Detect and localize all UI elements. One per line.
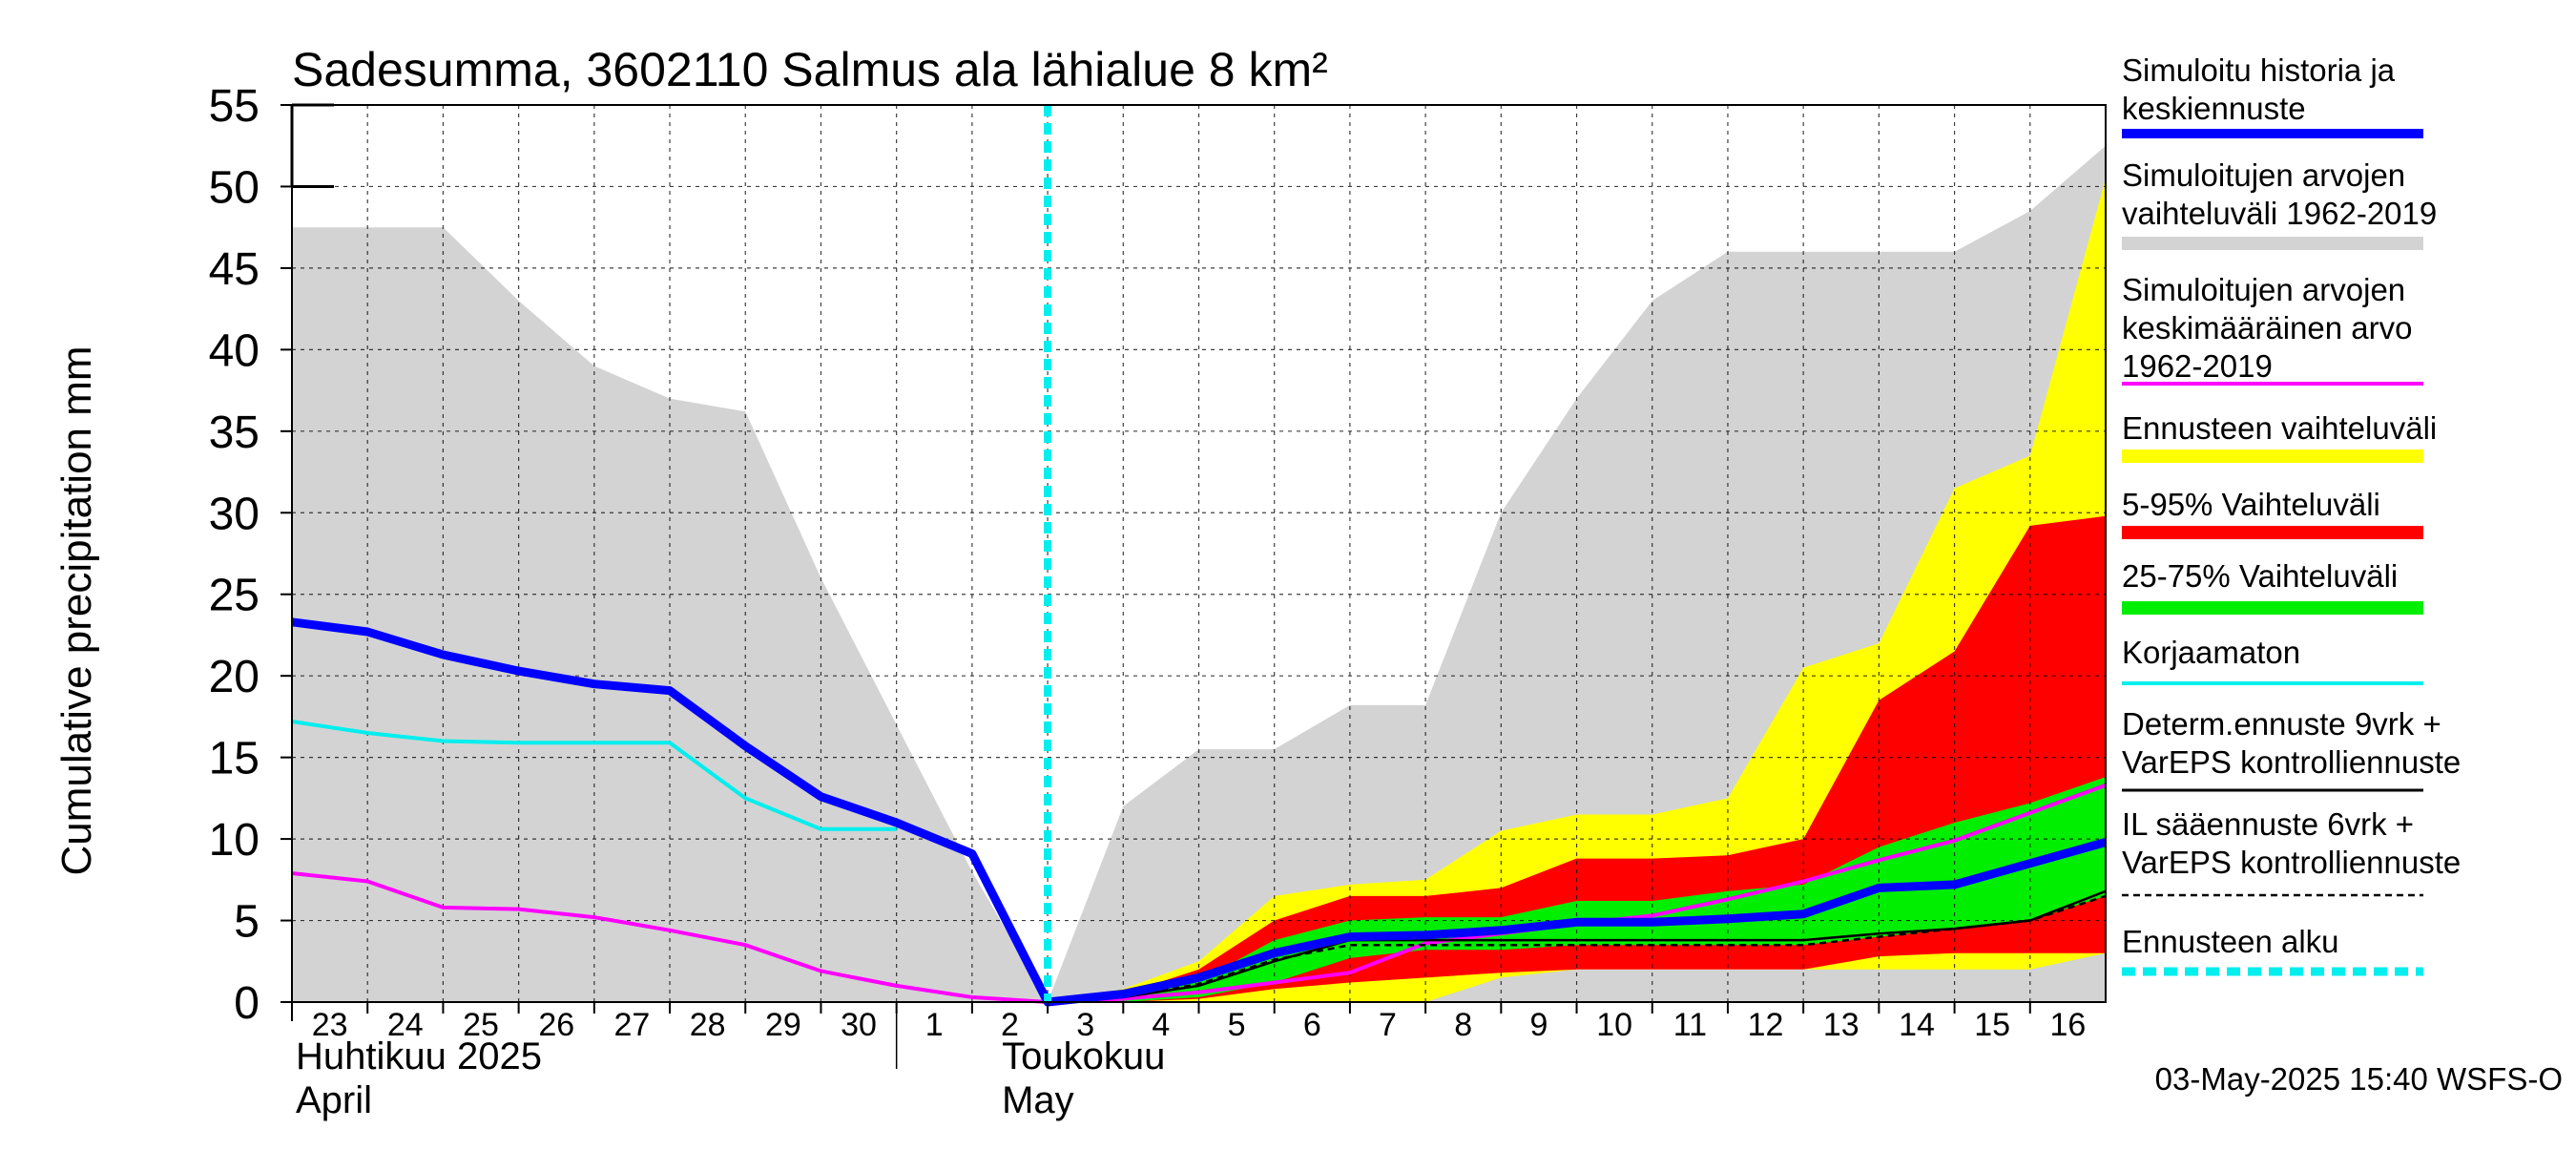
x-tick-label: 30 — [841, 1007, 877, 1043]
x-tick-label: 9 — [1529, 1007, 1548, 1043]
legend-label: Ennusteen alku — [2122, 924, 2339, 959]
korjaamaton-line — [291, 720, 897, 831]
legend-label: Simuloitujen arvojen — [2122, 272, 2405, 307]
x-tick-label: 29 — [765, 1007, 801, 1043]
determ-forecast-line — [1048, 889, 2107, 1004]
timestamp: 03-May-2025 15:40 WSFS-O — [2155, 1061, 2563, 1097]
month-label-fi: Toukokuu — [1002, 1035, 1165, 1077]
legend-item: 25-75% Vaihteluväli — [2122, 558, 2423, 615]
y-tick-label: 10 — [209, 815, 260, 866]
x-tick-label: 4 — [1152, 1007, 1170, 1043]
x-tick-label: 11 — [1673, 1007, 1707, 1043]
x-tick-label: 12 — [1748, 1007, 1784, 1043]
legend-item: Ennusteen vaihteluväli — [2122, 410, 2437, 463]
x-tick-label: 3 — [1076, 1007, 1094, 1043]
legend-label: 1962-2019 — [2122, 348, 2273, 384]
x-tick-label: 14 — [1899, 1007, 1935, 1043]
legend-item: IL sääennuste 6vrk + VarEPS kontrollienn… — [2122, 806, 2461, 897]
chart-title: Sadesumma, 3602110 Salmus ala lähialue 8… — [292, 43, 1328, 96]
y-tick-label: 45 — [209, 244, 260, 295]
x-tick-label: 23 — [312, 1007, 348, 1043]
y-tick-label: 25 — [209, 571, 260, 621]
x-tick-label: 6 — [1303, 1007, 1321, 1043]
x-tick-label: 7 — [1379, 1007, 1397, 1043]
legend-label: 25-75% Vaihteluväli — [2122, 558, 2398, 594]
y-tick-label: 55 — [209, 81, 260, 132]
mean-line — [291, 783, 2107, 1005]
legend-label: Simuloitujen arvojen — [2122, 157, 2405, 193]
legend: Simuloitu historia jakeskiennusteSimuloi… — [2122, 52, 2461, 976]
x-axis: 23 24 25 26 27 28 29 30 1 2 3 4 5 6 7 8 9 10 11 12 13 14 15 16H… — [291, 1002, 2086, 1121]
legend-item: Determ.ennuste 9vrk +VarEPS kontrollienn… — [2122, 706, 2461, 792]
x-tick-label: 10 — [1596, 1007, 1632, 1043]
x-tick-label: 27 — [614, 1007, 651, 1043]
x-tick-label: 28 — [690, 1007, 726, 1043]
legend-label: 5-95% Vaihteluväli — [2122, 487, 2380, 522]
legend-label: VarEPS kontrolliennuste — [2122, 744, 2461, 780]
x-tick-label: 25 — [463, 1007, 499, 1043]
y-tick-label: 35 — [209, 408, 260, 458]
y-tick-label: 5 — [234, 897, 260, 948]
month-label-en: April — [296, 1079, 372, 1121]
legend-label: keskimääräinen arvo — [2122, 310, 2412, 345]
legend-item: 5-95% Vaihteluväli — [2122, 487, 2423, 539]
y-tick-label: 50 — [209, 162, 260, 213]
y-axis: 0 5 10 15 20 25 30 35 40 45 50 55 — [209, 81, 334, 1029]
simulated-history-line — [291, 617, 2108, 1007]
y-tick-label: 15 — [209, 734, 260, 784]
x-tick-label: 8 — [1454, 1007, 1472, 1043]
x-tick-label: 26 — [538, 1007, 574, 1043]
y-tick-label: 30 — [209, 489, 260, 539]
month-label-en: May — [1002, 1079, 1074, 1121]
y-tick-label: 20 — [209, 652, 260, 702]
legend-label: Korjaamaton — [2122, 635, 2300, 670]
legend-label: vaihteluväli 1962-2019 — [2122, 196, 2437, 231]
legend-item: Korjaamaton — [2122, 635, 2423, 685]
x-tick-label: 16 — [2049, 1007, 2086, 1043]
x-tick-label: 24 — [387, 1007, 424, 1043]
legend-label: VarEPS kontrolliennuste — [2122, 845, 2461, 880]
x-tick-label: 15 — [1974, 1007, 2010, 1043]
x-tick-label: 2 — [1001, 1007, 1019, 1043]
history-range-band — [292, 145, 2106, 1002]
legend-item: Ennusteen alku — [2122, 924, 2423, 976]
y-axis-label: Cumulative precipitation mm — [53, 345, 100, 875]
month-label-fi: Huhtikuu 2025 — [296, 1035, 542, 1077]
x-tick-label: 13 — [1823, 1007, 1859, 1043]
legend-label: IL sääennuste 6vrk + — [2122, 806, 2414, 842]
legend-label: Ennusteen vaihteluväli — [2122, 410, 2437, 446]
x-tick-label: 5 — [1228, 1007, 1246, 1043]
legend-label: Simuloitu historia ja — [2122, 52, 2396, 88]
legend-label: Determ.ennuste 9vrk + — [2122, 706, 2441, 742]
y-tick-label: 0 — [234, 978, 260, 1029]
x-tick-label: 1 — [925, 1007, 944, 1043]
legend-label: keskiennuste — [2122, 91, 2306, 126]
y-tick-label: 40 — [209, 325, 260, 376]
